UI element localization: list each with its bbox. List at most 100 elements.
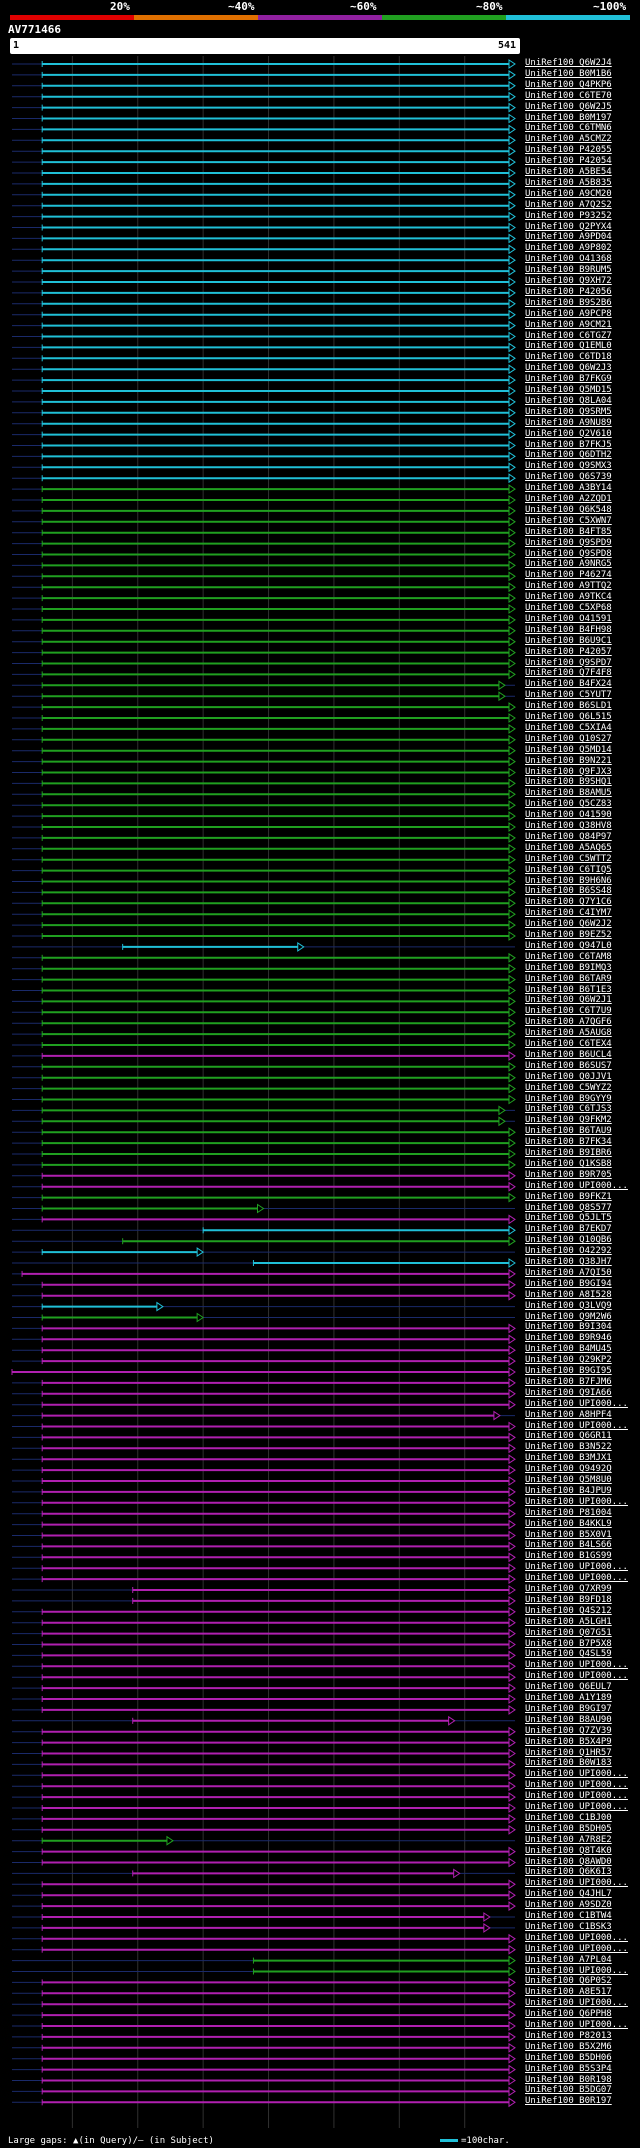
hit-label[interactable]: UniRef100_B6UCL4 — [525, 1049, 612, 1060]
hit-label[interactable]: UniRef100_B9H6N6 — [525, 875, 612, 886]
hit-label[interactable]: UniRef100_B3N522 — [525, 1442, 612, 1453]
hit-label[interactable]: UniRef100_C6TJS3 — [525, 1104, 612, 1115]
hit-label[interactable]: UniRef100_Q6DTH2 — [525, 450, 612, 461]
hit-label[interactable]: UniRef100_B9GI94 — [525, 1278, 612, 1289]
hit-label[interactable]: UniRef100_A5AUG8 — [525, 1028, 612, 1039]
hit-label[interactable]: UniRef100_Q38HV8 — [525, 821, 612, 831]
hit-label[interactable]: UniRef100_C1BTW4 — [525, 1911, 612, 1921]
hit-label[interactable]: UniRef100_B9GYY9 — [525, 1093, 612, 1104]
hit-label[interactable]: UniRef100_C6TEX4 — [525, 1039, 612, 1049]
hit-label[interactable]: UniRef100_Q6L515 — [525, 712, 612, 722]
hit-label[interactable]: UniRef100_B4KKL9 — [525, 1518, 612, 1529]
hit-label[interactable]: UniRef100_A9TKC4 — [525, 592, 612, 603]
hit-label[interactable]: UniRef100_Q1KSB8 — [525, 1158, 612, 1169]
hit-label[interactable]: UniRef100_Q6EUL7 — [525, 1682, 612, 1693]
hit-label[interactable]: UniRef100_Q9492Q — [525, 1464, 612, 1475]
hit-label[interactable]: UniRef100_Q3LVQ9 — [525, 1300, 612, 1311]
hit-label[interactable]: UniRef100_Q8S577 — [525, 1202, 612, 1213]
hit-label[interactable]: UniRef100_B5X4P9 — [525, 1736, 612, 1747]
hit-label[interactable]: UniRef100_Q10S27 — [525, 733, 612, 744]
hit-label[interactable]: UniRef100_UPI000... — [525, 1573, 628, 1584]
hit-label[interactable]: UniRef100_C6TD18 — [525, 352, 612, 363]
hit-label[interactable]: UniRef100_Q6K6I3 — [525, 1867, 612, 1878]
hit-label[interactable]: UniRef100_Q4JHL7 — [525, 1889, 612, 1900]
hit-label[interactable]: UniRef100_A9NRG5 — [525, 559, 612, 570]
hit-label[interactable]: UniRef100_A5CMZ2 — [525, 134, 612, 145]
hit-label[interactable]: UniRef100_A9CM20 — [525, 188, 612, 199]
hit-label[interactable]: UniRef100_P82013 — [525, 2030, 612, 2041]
hit-label[interactable]: UniRef100_Q9SPD8 — [525, 548, 612, 559]
hit-label[interactable]: UniRef100_C6TE70 — [525, 90, 612, 101]
hit-label[interactable]: UniRef100_B9I304 — [525, 1322, 612, 1333]
hit-label[interactable]: UniRef100_C5WYZ2 — [525, 1082, 612, 1093]
hit-label[interactable]: UniRef100_C6TGZ7 — [525, 330, 612, 341]
hit-label[interactable]: UniRef100_Q9IA66 — [525, 1387, 612, 1398]
hit-label[interactable]: UniRef100_P42056 — [525, 286, 612, 297]
hit-label[interactable]: UniRef100_Q6K548 — [525, 504, 612, 515]
hit-label[interactable]: UniRef100_B4MU45 — [525, 1344, 612, 1355]
hit-label[interactable]: UniRef100_O41591 — [525, 613, 612, 624]
hit-label[interactable]: UniRef100_B8AU90 — [525, 1714, 612, 1725]
hit-label[interactable]: UniRef100_A5B835 — [525, 177, 612, 188]
hit-label[interactable]: UniRef100_UPI000... — [525, 1769, 628, 1780]
hit-label[interactable]: UniRef100_B9GI95 — [525, 1366, 612, 1376]
hit-label[interactable]: UniRef100_UPI000... — [525, 1420, 628, 1431]
hit-label[interactable]: UniRef100_O41368 — [525, 254, 612, 265]
hit-label[interactable]: UniRef100_B6TAU9 — [525, 1126, 612, 1137]
hit-label[interactable]: UniRef100_B9N221 — [525, 755, 612, 766]
hit-label[interactable]: UniRef100_Q6W2J5 — [525, 101, 612, 112]
hit-label[interactable]: UniRef100_C5YUT7 — [525, 690, 612, 701]
hit-label[interactable]: UniRef100_Q4SL59 — [525, 1649, 612, 1660]
hit-label[interactable]: UniRef100_B6TAR9 — [525, 973, 612, 984]
hit-label[interactable]: UniRef100_C5XWN7 — [525, 515, 612, 526]
hit-label[interactable]: UniRef100_B0R197 — [525, 2096, 612, 2107]
hit-label[interactable]: UniRef100_B4LS66 — [525, 1540, 612, 1551]
hit-label[interactable]: UniRef100_Q9SPD9 — [525, 537, 612, 548]
hit-label[interactable]: UniRef100_B0R198 — [525, 2074, 612, 2085]
hit-label[interactable]: UniRef100_Q7Y1C6 — [525, 897, 612, 908]
hit-label[interactable]: UniRef100_Q9M2W6 — [525, 1311, 612, 1322]
hit-label[interactable]: UniRef100_B5X2M6 — [525, 2041, 612, 2052]
hit-label[interactable]: UniRef100_C6TIQ5 — [525, 864, 612, 875]
hit-label[interactable]: UniRef100_UPI000... — [525, 1671, 628, 1682]
hit-label[interactable]: UniRef100_B5S3P4 — [525, 2063, 612, 2074]
hit-label[interactable]: UniRef100_B3MJX1 — [525, 1453, 612, 1464]
hit-label[interactable]: UniRef100_B9SHQ1 — [525, 777, 612, 788]
hit-label[interactable]: UniRef100_B9R705 — [525, 1169, 612, 1180]
hit-label[interactable]: UniRef100_UPI000... — [525, 1791, 628, 1802]
hit-label[interactable]: UniRef100_Q6W2J1 — [525, 995, 612, 1006]
hit-label[interactable]: UniRef100_Q5MD14 — [525, 744, 612, 755]
hit-label[interactable]: UniRef100_UPI000... — [525, 1562, 628, 1573]
hit-label[interactable]: UniRef100_B0M197 — [525, 112, 612, 123]
hit-label[interactable]: UniRef100_UPI000... — [525, 1802, 628, 1812]
hit-label[interactable]: UniRef100_Q6P0S2 — [525, 1976, 612, 1987]
hit-label[interactable]: UniRef100_B0W183 — [525, 1758, 612, 1769]
hit-label[interactable]: UniRef100_UPI000... — [525, 1932, 628, 1943]
hit-label[interactable]: UniRef100_B7FJM6 — [525, 1376, 612, 1387]
hit-label[interactable]: UniRef100_Q4PKP6 — [525, 79, 612, 90]
hit-label[interactable]: UniRef100_A9NU89 — [525, 417, 612, 428]
hit-label[interactable]: UniRef100_B6SLD1 — [525, 701, 612, 712]
hit-label[interactable]: UniRef100_B5DH06 — [525, 2052, 612, 2063]
hit-label[interactable]: UniRef100_Q6W2J2 — [525, 919, 612, 930]
hit-label[interactable]: UniRef100_Q5MD15 — [525, 385, 612, 395]
hit-label[interactable]: UniRef100_B7P5X8 — [525, 1638, 612, 1649]
hit-label[interactable]: UniRef100_Q29KP2 — [525, 1355, 612, 1366]
hit-label[interactable]: UniRef100_Q9FKM2 — [525, 1115, 612, 1126]
hit-label[interactable]: UniRef100_B7FK34 — [525, 1137, 612, 1148]
hit-label[interactable]: UniRef100_P42054 — [525, 156, 612, 167]
hit-label[interactable]: UniRef100_O42292 — [525, 1246, 612, 1257]
hit-label[interactable]: UniRef100_B9R946 — [525, 1333, 612, 1344]
hit-label[interactable]: UniRef100_B5DH05 — [525, 1823, 612, 1834]
hit-label[interactable]: UniRef100_B8AMU5 — [525, 788, 612, 799]
hit-label[interactable]: UniRef100_O41590 — [525, 810, 612, 821]
hit-label[interactable]: UniRef100_A7PL04 — [525, 1954, 612, 1965]
hit-label[interactable]: UniRef100_A5LGH1 — [525, 1616, 612, 1627]
hit-label[interactable]: UniRef100_B1GS99 — [525, 1551, 612, 1562]
hit-label[interactable]: UniRef100_UPI000... — [525, 1998, 628, 2009]
hit-label[interactable]: UniRef100_Q38JH7 — [525, 1257, 612, 1267]
hit-label[interactable]: UniRef100_Q6W2J4 — [525, 58, 612, 68]
hit-label[interactable]: UniRef100_B4FH98 — [525, 624, 612, 635]
hit-label[interactable]: UniRef100_UPI000... — [525, 2020, 628, 2030]
hit-label[interactable]: UniRef100_Q1EML0 — [525, 341, 612, 352]
